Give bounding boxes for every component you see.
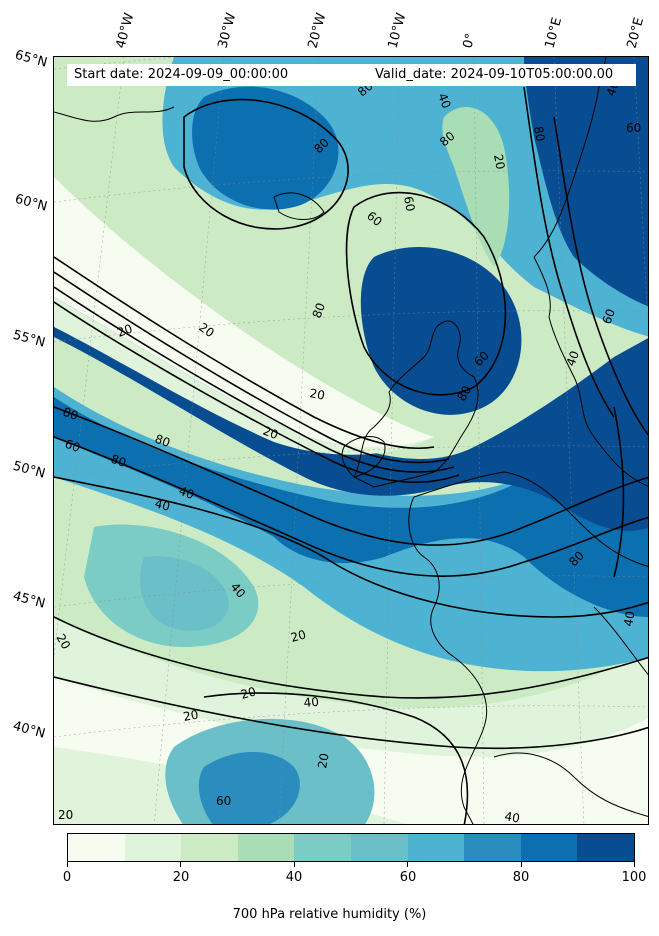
contour-20-lower — [54, 676, 648, 750]
lon-label-40w: 40°W — [113, 11, 138, 50]
contour-label: 20 — [261, 424, 280, 442]
contour-label: 20 — [491, 153, 507, 170]
contour-80-east — [613, 406, 625, 578]
contours — [54, 86, 648, 824]
colorbar-swatch-3 — [237, 834, 295, 861]
contour-label: 20 — [315, 752, 331, 769]
field-dry-tongue — [54, 177, 434, 448]
field-dry-tongue-edge — [54, 297, 434, 455]
colorbar-tick — [407, 862, 408, 867]
contour-label: 20 — [308, 386, 325, 402]
contour-label: 40 — [564, 349, 582, 368]
contour-label: 80 — [109, 452, 128, 470]
lat-label-60n: 60°N — [13, 191, 49, 215]
header-box — [67, 64, 636, 86]
contour-label: 80 — [310, 301, 328, 320]
field-north-core — [192, 86, 339, 210]
contour-label: 20 — [239, 684, 257, 701]
colorbar-swatch-4 — [294, 834, 351, 861]
contour-label: 20 — [115, 321, 134, 339]
colorbar-swatch-9 — [577, 834, 634, 861]
contour-20-east — [523, 86, 615, 418]
field-front-band — [54, 388, 648, 617]
colorbar-tick — [634, 862, 635, 867]
colorbar-swatch-5 — [350, 834, 408, 861]
lon-label-10w: 10°W — [385, 11, 410, 50]
colorbar-title: 700 hPa relative humidity (%) — [232, 907, 427, 922]
lon-label-30w: 30°W — [215, 11, 240, 50]
contour-label: 40 — [435, 91, 453, 110]
colorbar-swatch-6 — [407, 834, 465, 861]
graticule — [54, 57, 648, 824]
colorbar-swatch-8 — [520, 834, 578, 861]
field-northsea-core — [360, 247, 522, 415]
colorbar-label-40: 40 — [285, 870, 303, 885]
contour-label: 60 — [401, 195, 417, 212]
contour-label: 20 — [54, 632, 73, 652]
colorbar-label-20: 20 — [172, 870, 190, 885]
humidity-map: 80 40 80 20 80 80 60 60 20 80 60 20 20 4… — [53, 56, 649, 825]
contour-40-lower — [203, 692, 469, 824]
valid-date-label: Valid_date: 2024-09-10T05:00:00.00 — [375, 67, 614, 82]
field-moist-south-core — [198, 752, 300, 824]
colorbar-label-0: 0 — [62, 870, 72, 885]
lat-label-45n: 45°N — [11, 588, 47, 612]
start-date-label: Start date: 2024-09-09_00:00:00 — [74, 67, 289, 82]
lat-label-40n: 40°N — [11, 718, 47, 742]
lon-label-20w: 20°W — [305, 11, 330, 50]
contour-40-front — [54, 271, 450, 464]
lon-label-10e: 10°E — [542, 15, 566, 51]
contour-label: 80 — [61, 405, 80, 423]
colorbar-swatch-2 — [181, 834, 238, 861]
contour-label: 80 — [454, 383, 474, 403]
contour-label: 20 — [58, 808, 73, 822]
contour-label: 60 — [216, 794, 231, 808]
contour-60-north — [183, 98, 349, 230]
contour-label: 20 — [289, 627, 307, 644]
colorbar-swatch-0 — [68, 834, 125, 861]
colorbar-label-80: 80 — [512, 870, 530, 885]
contour-20-north — [54, 256, 435, 450]
colorbar-label-60: 60 — [399, 870, 417, 885]
contour-60-south — [54, 436, 648, 577]
lon-label-0: 0° — [460, 31, 479, 50]
contour-20-south — [54, 616, 648, 699]
colorbar-tick — [294, 862, 295, 867]
contour-80-north — [345, 191, 507, 396]
contour-label: 40 — [153, 496, 171, 513]
colorbar-swatch-7 — [464, 834, 521, 861]
colorbar-label-100: 100 — [621, 870, 647, 885]
contour-label: 80 — [153, 432, 172, 450]
contour-60-front — [54, 286, 455, 473]
lon-label-20e: 20°E — [624, 15, 648, 51]
contour-40-east — [553, 116, 648, 436]
map-canvas: 80 40 80 20 80 80 60 60 20 80 60 20 20 4… — [54, 57, 648, 825]
contour-label: 60 — [600, 307, 618, 326]
contour-label: 60 — [63, 437, 82, 455]
colorbar-swatch-1 — [124, 834, 182, 861]
lat-label-50n: 50°N — [11, 458, 47, 482]
field-front-core — [54, 277, 648, 531]
contour-label: 60 — [626, 121, 641, 135]
contour-80-south — [54, 406, 648, 546]
contour-label: 40 — [621, 610, 637, 627]
lat-label-55n: 55°N — [11, 327, 47, 351]
lat-label-65n: 65°N — [13, 47, 49, 71]
colorbar-tick — [521, 862, 522, 867]
colorbar-tick — [180, 862, 181, 867]
colorbar-tick — [67, 862, 68, 867]
contour-label: 40 — [303, 695, 319, 710]
contour-label: 40 — [503, 809, 520, 825]
contour-label: 80 — [531, 125, 547, 142]
colorbar — [67, 833, 635, 862]
field-midatlantic-core — [140, 556, 229, 631]
contour-80-front — [54, 301, 460, 484]
contour-40-south — [54, 476, 648, 618]
contour-label: 40 — [177, 484, 196, 502]
contour-label: 20 — [182, 708, 199, 724]
